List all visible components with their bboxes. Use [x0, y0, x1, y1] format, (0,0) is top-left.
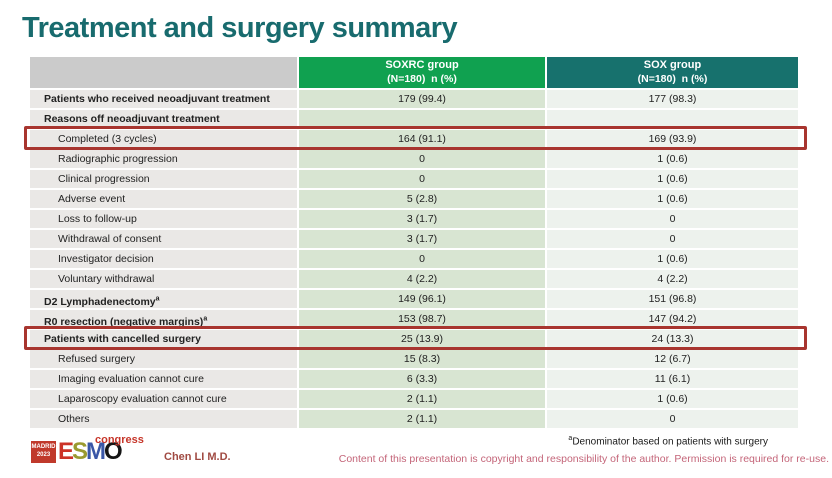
table-footnote: aDenominator based on patients with surg… — [568, 435, 768, 447]
esmo-letter-m: M — [86, 438, 106, 465]
sox-value: 12 (6.7) — [547, 350, 798, 368]
table-row: Others 2 (1.1) 0 — [30, 410, 798, 428]
row-label: R0 resection (negative margins)a — [30, 310, 297, 328]
sox-value: 0 — [547, 230, 798, 248]
sox-value: 151 (96.8) — [547, 290, 798, 308]
row-label: Laparoscopy evaluation cannot cure — [30, 390, 297, 408]
author-name: Chen LI M.D. — [164, 451, 231, 463]
soxrc-value: 25 (13.9) — [299, 330, 545, 348]
soxrc-value: 179 (99.4) — [299, 90, 545, 108]
soxrc-value: 0 — [299, 150, 545, 168]
sox-value: 1 (0.6) — [547, 250, 798, 268]
row-label: Radiographic progression — [30, 150, 297, 168]
row-label: Adverse event — [30, 190, 297, 208]
table-row: Investigator decision 0 1 (0.6) — [30, 250, 798, 268]
sox-value: 1 (0.6) — [547, 170, 798, 188]
table-row: Imaging evaluation cannot cure 6 (3.3) 1… — [30, 370, 798, 388]
copyright-notice: Content of this presentation is copyrigh… — [338, 453, 829, 465]
row-label: Imaging evaluation cannot cure — [30, 370, 297, 388]
row-label: Refused surgery — [30, 350, 297, 368]
soxrc-value: 15 (8.3) — [299, 350, 545, 368]
sox-value: 0 — [547, 410, 798, 428]
soxrc-value: 2 (1.1) — [299, 410, 545, 428]
row-label: Patients with cancelled surgery — [30, 330, 297, 348]
table-row: Patients who received neoadjuvant treatm… — [30, 90, 798, 108]
row-label: Completed (3 cycles) — [30, 130, 297, 148]
soxrc-value: 4 (2.2) — [299, 270, 545, 288]
table-row: Loss to follow-up 3 (1.7) 0 — [30, 210, 798, 228]
esmo-letter-s: S — [72, 438, 88, 465]
soxrc-value: 153 (98.7) — [299, 310, 545, 328]
sox-value: 4 (2.2) — [547, 270, 798, 288]
soxrc-group-label: SOXRC group — [385, 59, 459, 72]
sox-value: 1 (0.6) — [547, 150, 798, 168]
sox-value: 1 (0.6) — [547, 390, 798, 408]
sox-value: 177 (98.3) — [547, 90, 798, 108]
esmo-wordmark: ESMO — [58, 438, 123, 465]
row-label: Clinical progression — [30, 170, 297, 188]
row-label: Loss to follow-up — [30, 210, 297, 228]
soxrc-value: 164 (91.1) — [299, 130, 545, 148]
table-row: Reasons off neoadjuvant treatment — [30, 110, 798, 128]
soxrc-value: 0 — [299, 250, 545, 268]
sox-value: 24 (13.3) — [547, 330, 798, 348]
table-row: R0 resection (negative margins)a 153 (98… — [30, 310, 798, 328]
soxrc-value: 3 (1.7) — [299, 210, 545, 228]
table-row: Completed (3 cycles) 164 (91.1) 169 (93.… — [24, 126, 807, 150]
table-body: Patients who received neoadjuvant treatm… — [24, 90, 807, 428]
badge-city: MADRID — [31, 444, 56, 451]
esmo-congress-logo: MADRID 2023 ESMO congress — [31, 434, 144, 465]
sox-value — [547, 110, 798, 128]
table-row: Clinical progression 0 1 (0.6) — [30, 170, 798, 188]
row-label: D2 Lymphadenectomya — [30, 290, 297, 308]
soxrc-group-sublabel: (N=180) n (%) — [387, 72, 457, 85]
sox-value: 1 (0.6) — [547, 190, 798, 208]
header-empty-cell — [30, 57, 297, 88]
badge-year: 2023 — [36, 452, 51, 458]
table-row: Refused surgery 15 (8.3) 12 (6.7) — [30, 350, 798, 368]
table-row: Voluntary withdrawal 4 (2.2) 4 (2.2) — [30, 270, 798, 288]
row-label: Patients who received neoadjuvant treatm… — [30, 90, 297, 108]
esmo-letter-o: O — [104, 438, 123, 465]
sox-value: 11 (6.1) — [547, 370, 798, 388]
sox-group-label: SOX group — [643, 59, 702, 72]
table-header: SOXRC group (N=180) n (%) SOX group (N=1… — [30, 57, 798, 88]
header-soxrc-group: SOXRC group (N=180) n (%) — [299, 57, 545, 88]
congress-label: congress — [95, 434, 144, 446]
soxrc-value: 0 — [299, 170, 545, 188]
soxrc-value — [299, 110, 545, 128]
row-label: Withdrawal of consent — [30, 230, 297, 248]
sox-value: 147 (94.2) — [547, 310, 798, 328]
table-row: Patients with cancelled surgery 25 (13.9… — [24, 326, 807, 350]
sox-value: 0 — [547, 210, 798, 228]
row-label: Investigator decision — [30, 250, 297, 268]
table-row: Radiographic progression 0 1 (0.6) — [30, 150, 798, 168]
esmo-letter-e: E — [58, 438, 74, 465]
footnote-text: Denominator based on patients with surge… — [572, 436, 768, 448]
page-title: Treatment and surgery summary — [22, 12, 458, 44]
soxrc-value: 149 (96.1) — [299, 290, 545, 308]
row-label: Voluntary withdrawal — [30, 270, 297, 288]
sox-value: 169 (93.9) — [547, 130, 798, 148]
summary-table: SOXRC group (N=180) n (%) SOX group (N=1… — [24, 57, 807, 430]
table-row: Adverse event 5 (2.8) 1 (0.6) — [30, 190, 798, 208]
row-label: Others — [30, 410, 297, 428]
table-row: Laparoscopy evaluation cannot cure 2 (1.… — [30, 390, 798, 408]
madrid-2023-badge: MADRID 2023 — [31, 441, 56, 463]
soxrc-value: 5 (2.8) — [299, 190, 545, 208]
table-row: Withdrawal of consent 3 (1.7) 0 — [30, 230, 798, 248]
soxrc-value: 6 (3.3) — [299, 370, 545, 388]
soxrc-value: 3 (1.7) — [299, 230, 545, 248]
table-row: D2 Lymphadenectomya 149 (96.1) 151 (96.8… — [30, 290, 798, 308]
header-sox-group: SOX group (N=180) n (%) — [547, 57, 798, 88]
soxrc-value: 2 (1.1) — [299, 390, 545, 408]
row-label: Reasons off neoadjuvant treatment — [30, 110, 297, 128]
footnote-superscript: a — [568, 435, 573, 442]
sox-group-sublabel: (N=180) n (%) — [637, 72, 708, 85]
